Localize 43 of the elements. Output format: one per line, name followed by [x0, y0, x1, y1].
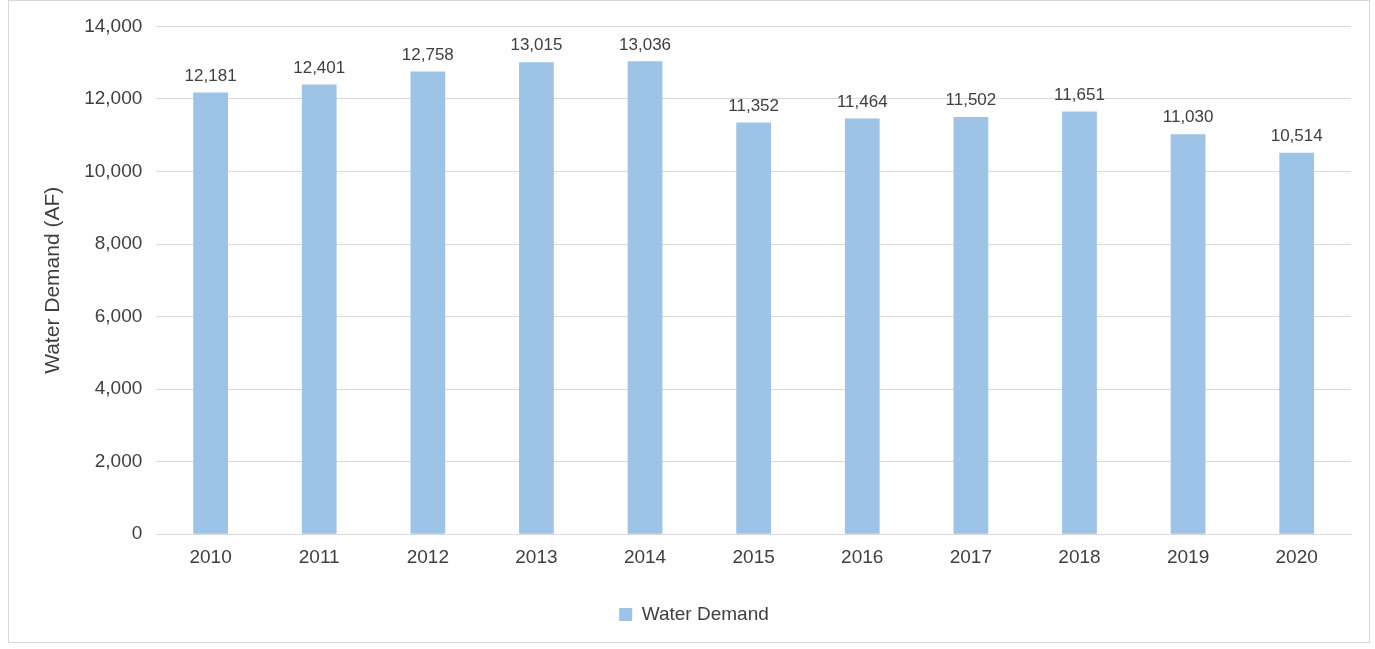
y-axis-title: Water Demand (AF): [40, 186, 64, 374]
x-tick-label: 2012: [406, 545, 449, 567]
data-label: 12,401: [293, 57, 346, 77]
data-label: 11,352: [728, 95, 780, 115]
bar: [1062, 111, 1097, 534]
bar: [1170, 134, 1206, 534]
data-label: 12,758: [401, 44, 454, 64]
x-tick-label: 2011: [298, 545, 340, 567]
x-tick-label: 2016: [841, 545, 884, 567]
x-tick-label: 2013: [515, 545, 558, 567]
y-tick-label: 10,000: [84, 159, 143, 181]
x-tick-label: 2018: [1058, 545, 1101, 567]
y-tick-label: 2,000: [94, 449, 143, 471]
data-label: 11,502: [945, 90, 997, 110]
data-label: 12,181: [184, 65, 237, 85]
x-tick-label: 2017: [949, 545, 993, 567]
x-tick-label: 2014: [623, 545, 667, 567]
x-tick-label: 2019: [1166, 545, 1210, 567]
data-label: 11,651: [1054, 84, 1105, 104]
bar: [301, 84, 337, 534]
y-tick-label: 0: [131, 522, 143, 544]
bar: [627, 61, 663, 534]
data-label: 13,036: [619, 34, 672, 54]
bar: [844, 118, 880, 534]
bar: [953, 117, 989, 534]
y-tick-label: 6,000: [94, 304, 143, 326]
data-label: 13,015: [510, 35, 563, 55]
legend-label: Water Demand: [641, 602, 769, 624]
bar: [1279, 152, 1315, 534]
y-tick-label: 4,000: [94, 377, 143, 399]
y-tick-label: 14,000: [84, 14, 143, 36]
data-label: 11,464: [836, 91, 888, 111]
bar: [736, 122, 772, 534]
data-label: 10,514: [1270, 126, 1323, 146]
bar: [193, 92, 228, 534]
data-label: 11,030: [1162, 107, 1214, 127]
y-tick-label: 12,000: [84, 87, 143, 109]
x-tick-label: 2015: [732, 545, 775, 567]
y-tick-label: 8,000: [94, 232, 143, 254]
bar: [410, 71, 446, 534]
x-tick-label: 2010: [189, 545, 232, 567]
bar: [519, 62, 554, 534]
x-tick-label: 2020: [1275, 545, 1318, 567]
